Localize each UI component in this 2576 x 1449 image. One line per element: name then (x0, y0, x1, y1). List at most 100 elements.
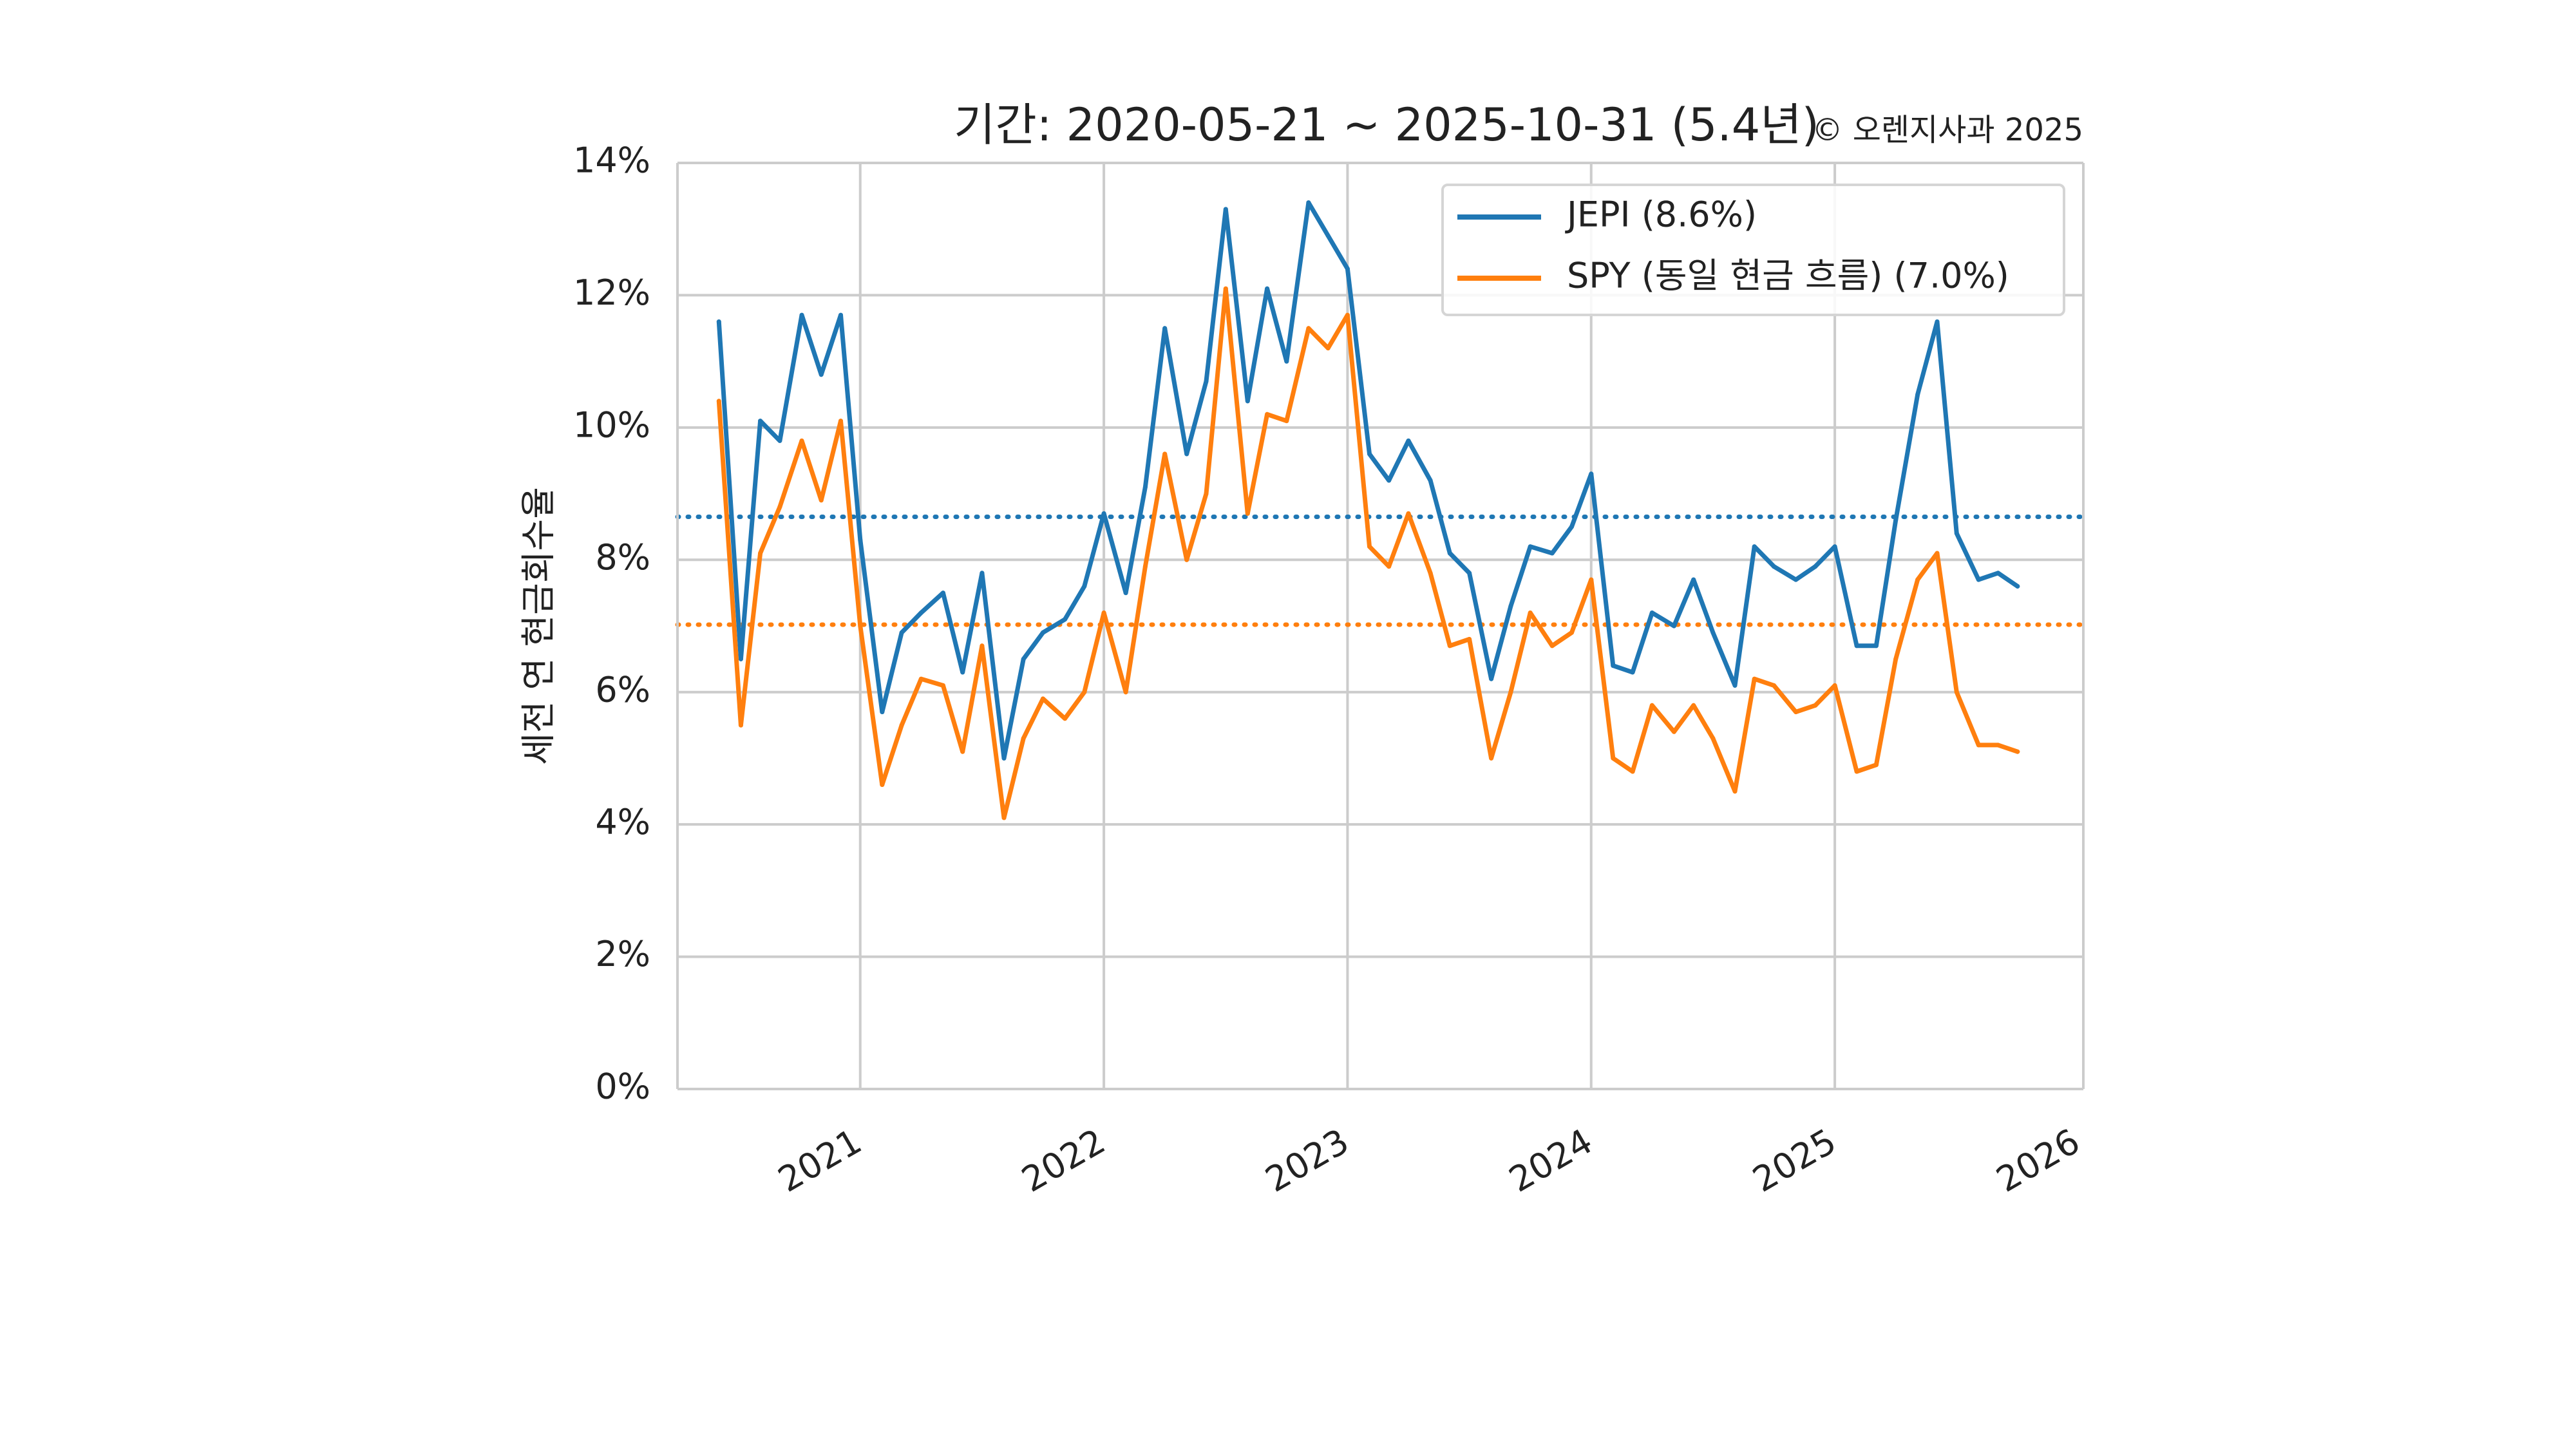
data-point-0 (1001, 755, 1007, 761)
data-point-0 (1549, 551, 1555, 556)
data-point-1 (1873, 762, 1879, 768)
data-point-0 (1142, 484, 1148, 489)
data-point-1 (960, 749, 965, 754)
data-point-0 (1123, 591, 1128, 596)
y-tick-label: 0% (595, 1066, 650, 1107)
data-point-0 (1041, 630, 1045, 635)
chart-copyright: © 오렌지사과 2025 (1812, 112, 2083, 148)
data-point-1 (1021, 736, 1026, 741)
data-point-1 (1976, 743, 1981, 748)
data-point-1 (1162, 451, 1168, 457)
x-tick-labels: 2021 2022 2023 2024 2025 2026 (772, 1121, 2087, 1200)
data-point-1 (1589, 577, 1594, 582)
data-point-1 (2015, 749, 2020, 754)
data-point-0 (1428, 478, 1433, 483)
data-point-1 (1915, 577, 1920, 582)
data-point-1 (1306, 326, 1311, 331)
data-point-0 (1245, 399, 1250, 404)
data-point-0 (799, 312, 804, 317)
data-point-0 (1589, 471, 1594, 477)
data-point-1 (1813, 703, 1818, 708)
legend-box (1441, 184, 2065, 316)
data-point-1 (1467, 637, 1472, 641)
data-point-0 (1021, 656, 1026, 661)
data-point-0 (1710, 630, 1716, 635)
data-point-1 (1489, 755, 1494, 761)
data-point-1 (1367, 544, 1372, 549)
data-point-1 (1832, 683, 1837, 688)
data-point-0 (980, 571, 985, 576)
data-point-1 (1082, 690, 1087, 695)
data-point-1 (838, 419, 843, 424)
data-point-0 (1223, 207, 1228, 212)
data-point-0 (858, 538, 863, 542)
data-point-0 (1732, 683, 1738, 688)
data-point-0 (1813, 564, 1818, 569)
data-point-0 (1893, 518, 1899, 523)
data-point-0 (1162, 326, 1168, 331)
data-point-1 (1223, 286, 1228, 291)
data-point-1 (1954, 690, 1959, 695)
data-point-0 (1691, 577, 1696, 582)
data-point-1 (1549, 643, 1555, 649)
y-tick-label: 6% (595, 669, 650, 710)
data-point-0 (1204, 379, 1209, 384)
data-point-1 (1345, 312, 1350, 317)
data-point-0 (1954, 531, 1959, 536)
x-tick-label: 2021 (772, 1121, 869, 1200)
data-point-0 (716, 319, 721, 324)
data-point-1 (716, 399, 721, 404)
data-point-0 (1832, 544, 1837, 549)
data-point-1 (799, 438, 804, 443)
data-point-1 (980, 643, 985, 649)
data-point-0 (1996, 571, 2001, 576)
data-point-0 (1184, 451, 1189, 457)
data-point-1 (1265, 412, 1270, 417)
data-point-1 (1142, 564, 1148, 569)
data-point-1 (738, 723, 743, 728)
data-point-0 (1284, 359, 1289, 364)
mean-lines (675, 515, 2086, 627)
data-point-1 (1508, 690, 1513, 695)
data-point-1 (1649, 703, 1654, 708)
data-point-0 (1101, 511, 1106, 516)
data-point-1 (1854, 769, 1859, 774)
data-point-1 (899, 723, 904, 728)
data-point-0 (1325, 233, 1331, 238)
data-point-1 (1041, 696, 1045, 701)
data-point-1 (1630, 769, 1635, 774)
data-point-0 (1854, 643, 1859, 649)
data-point-1 (1772, 683, 1776, 688)
data-point-1 (880, 782, 885, 787)
data-point-1 (1794, 710, 1799, 714)
data-point-1 (1752, 676, 1757, 681)
data-point-0 (940, 591, 945, 596)
data-point-0 (899, 630, 904, 635)
data-point-1 (1447, 643, 1452, 649)
data-point-1 (1710, 736, 1716, 741)
data-point-0 (1630, 670, 1635, 675)
data-point-0 (1873, 643, 1879, 649)
data-point-0 (1447, 551, 1452, 556)
legend-label-jepi: JEPI (8.6%) (1565, 194, 1757, 235)
chart-title: 기간: 2020-05-21 ~ 2025-10-31 (5.4년) (954, 99, 1819, 151)
y-tick-label: 4% (595, 802, 650, 842)
data-point-1 (1204, 491, 1209, 497)
data-point-0 (1976, 577, 1981, 582)
data-point-0 (838, 312, 843, 317)
data-point-0 (1467, 571, 1472, 576)
data-point-0 (1772, 564, 1776, 569)
data-point-0 (1935, 319, 1940, 324)
data-point-0 (1794, 577, 1799, 582)
legend-label-spy: SPY (동일 현금 흐름) (7.0%) (1567, 256, 2009, 296)
data-point-0 (960, 670, 965, 675)
data-point-0 (2015, 583, 2020, 589)
data-point-0 (758, 419, 763, 424)
y-axis-label: 세전 연 현금회수율 (518, 487, 559, 765)
data-point-0 (738, 656, 743, 661)
data-point-0 (1063, 617, 1068, 622)
y-tick-label: 12% (573, 272, 650, 313)
x-tick-label: 2026 (1989, 1121, 2087, 1200)
data-point-1 (1569, 630, 1574, 635)
